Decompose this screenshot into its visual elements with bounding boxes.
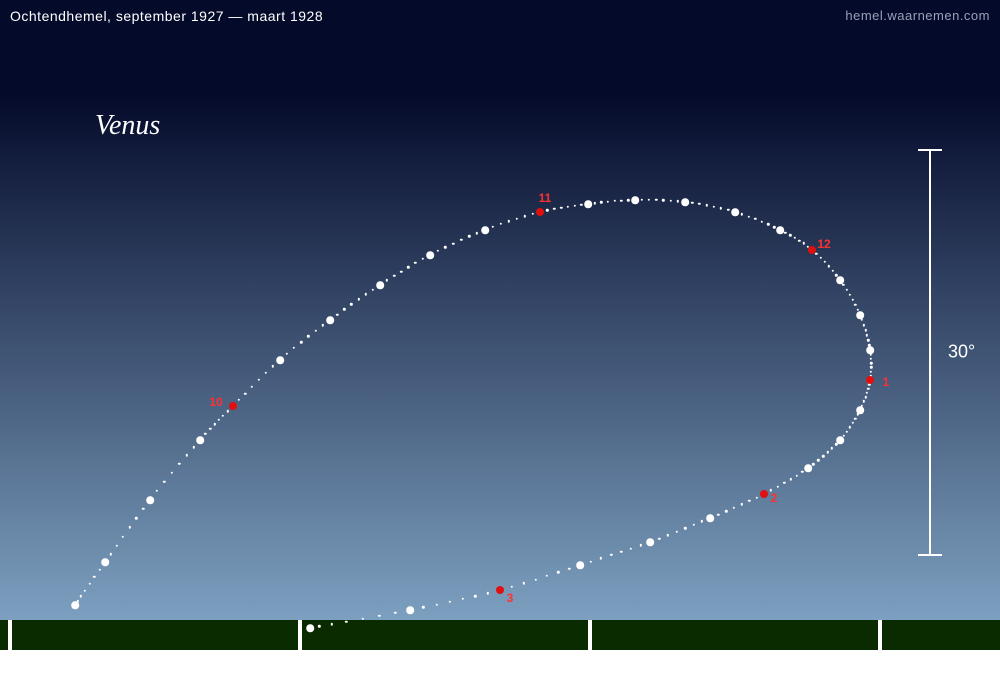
- path-dot-week: [836, 436, 844, 444]
- month-label: 12: [817, 237, 830, 251]
- month-label: 2: [771, 491, 778, 505]
- chart-title: Ochtendhemel, september 1927 — maart 192…: [10, 8, 323, 24]
- path-dot-week: [681, 198, 689, 206]
- path-dot-week: [731, 208, 739, 216]
- axis-tick: [878, 620, 882, 650]
- axis-label: ZZO: [850, 656, 910, 690]
- path-dot-week: [276, 356, 284, 364]
- path-dot-week: [836, 276, 844, 284]
- scale-bar-line: [929, 150, 931, 555]
- path-dot-week: [804, 464, 812, 472]
- path-dot-week: [306, 624, 314, 632]
- axis-label: ZO: [569, 656, 611, 690]
- scale-bar-cap: [918, 554, 942, 556]
- path-dot-month: [866, 376, 874, 384]
- scale-bar-label: 30°: [948, 342, 975, 363]
- path-dot-week: [326, 316, 334, 324]
- month-label: 1: [883, 375, 890, 389]
- planet-label: Venus: [95, 110, 160, 142]
- path-dot-week: [706, 514, 714, 522]
- path-dot-month: [229, 402, 237, 410]
- path-dot-week: [584, 200, 592, 208]
- chart-stage: Ochtendhemel, september 1927 — maart 192…: [0, 0, 1000, 700]
- month-label: 11: [539, 191, 552, 205]
- path-dot-month: [760, 490, 768, 498]
- path-dot-month: [496, 586, 504, 594]
- path-dot-month: [808, 246, 816, 254]
- month-label: 3: [507, 591, 514, 605]
- scale-bar-cap: [918, 149, 942, 151]
- path-dot-week: [101, 558, 109, 566]
- path-dot-week: [426, 251, 434, 259]
- path-dot-week: [146, 496, 154, 504]
- path-dot-week: [71, 601, 79, 609]
- path-dot-week: [406, 606, 414, 614]
- source-credit: hemel.waarnemen.com: [845, 8, 990, 23]
- path-dot-week: [856, 406, 864, 414]
- path-dot-week: [481, 226, 489, 234]
- sky-gradient: [0, 0, 1000, 620]
- path-dot-week: [376, 281, 384, 289]
- path-dot-week: [866, 346, 874, 354]
- ground-strip: [0, 620, 1000, 650]
- axis-tick: [8, 620, 12, 650]
- axis-tick: [588, 620, 592, 650]
- path-dot-month: [536, 208, 544, 216]
- axis-label: OZO: [268, 656, 333, 690]
- path-dot-week: [646, 538, 654, 546]
- path-dot-week: [631, 196, 639, 204]
- path-dot-week: [576, 561, 584, 569]
- axis-tick: [298, 620, 302, 650]
- path-dot-week: [776, 226, 784, 234]
- month-label: 10: [209, 395, 222, 409]
- path-dot-week: [856, 311, 864, 319]
- axis-label: O: [6, 656, 29, 690]
- path-dot-week: [196, 436, 204, 444]
